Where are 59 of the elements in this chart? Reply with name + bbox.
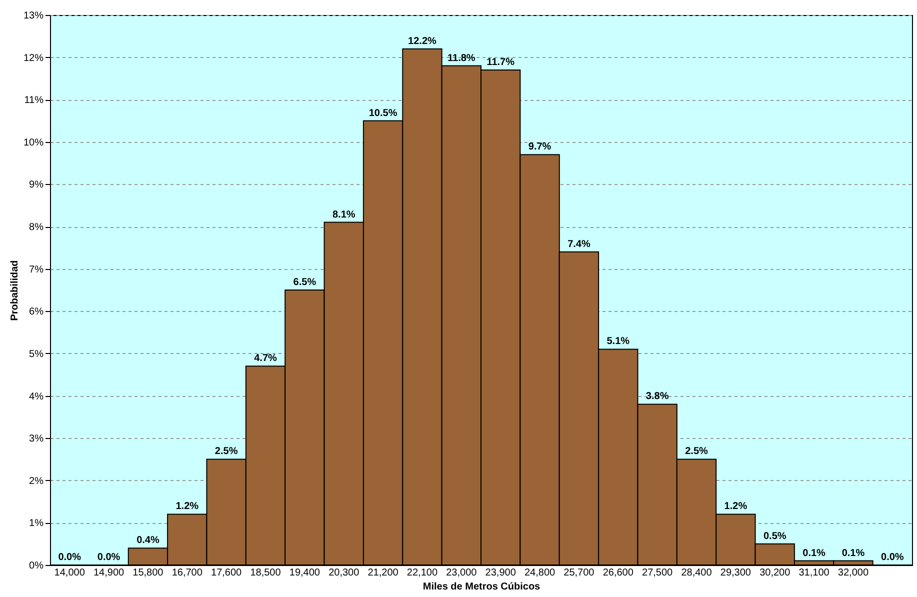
x-tick-label: 20,300 bbox=[328, 568, 360, 578]
data-label: 12.2% bbox=[408, 36, 437, 47]
y-tick-label: 11% bbox=[24, 95, 44, 106]
y-tick-label: 2% bbox=[29, 476, 44, 487]
x-axis-title: Miles de Metros Cúbicos bbox=[422, 582, 541, 592]
x-tick-label: 28,400 bbox=[681, 568, 712, 578]
x-tick-label: 15,800 bbox=[132, 568, 164, 578]
data-label: 0.1% bbox=[802, 548, 826, 559]
data-label: 11.7% bbox=[486, 57, 515, 68]
y-tick-label: 10% bbox=[23, 137, 44, 148]
data-label: 10.5% bbox=[368, 108, 398, 119]
x-tick-label: 19,400 bbox=[289, 568, 320, 578]
y-tick-label: 8% bbox=[29, 222, 44, 234]
data-label: 0.5% bbox=[763, 530, 786, 542]
x-tick-label: 16,700 bbox=[172, 568, 203, 578]
y-axis-title: Probabilidad bbox=[9, 260, 20, 321]
data-label: 9.7% bbox=[528, 142, 552, 153]
data-label: 0.1% bbox=[842, 548, 865, 559]
data-label: 1.2% bbox=[176, 501, 199, 512]
x-tick-label: 29,300 bbox=[720, 568, 752, 578]
data-label: 2.5% bbox=[214, 446, 238, 458]
x-tick-label: 17,600 bbox=[211, 568, 242, 578]
data-label: 0.0% bbox=[881, 552, 904, 563]
x-tick-label: 18,500 bbox=[250, 568, 282, 578]
y-tick-label: 9% bbox=[29, 180, 44, 191]
y-tick-label: 0% bbox=[29, 560, 44, 572]
data-label: 6.5% bbox=[293, 277, 316, 288]
data-label: 7.4% bbox=[568, 238, 590, 250]
y-tick-label: 1% bbox=[29, 518, 44, 530]
data-label: 8.1% bbox=[332, 209, 356, 220]
x-tick-label: 30,200 bbox=[760, 568, 791, 578]
x-tick-label: 31,100 bbox=[798, 568, 830, 578]
data-label: 0.0% bbox=[97, 552, 120, 563]
y-tick-label: 13% bbox=[23, 10, 44, 22]
x-tick-label: 14,000 bbox=[54, 568, 86, 578]
x-tick-label: 32,000 bbox=[838, 568, 869, 578]
y-tick-label: 3% bbox=[29, 434, 44, 445]
x-tick-label: 27,500 bbox=[642, 568, 674, 578]
data-label: 1.2% bbox=[724, 501, 748, 512]
y-tick-label: 12% bbox=[23, 52, 44, 64]
x-tick-label: 25,700 bbox=[564, 568, 595, 578]
x-tick-label: 21,200 bbox=[368, 568, 399, 578]
x-tick-label: 24,800 bbox=[524, 568, 556, 578]
data-label: 0.0% bbox=[58, 552, 82, 563]
data-label: 11.8% bbox=[448, 52, 476, 64]
data-label: 3.8% bbox=[646, 391, 669, 402]
data-label: 5.1% bbox=[606, 336, 630, 348]
y-tick-label: 4% bbox=[29, 391, 44, 402]
y-tick-label: 5% bbox=[29, 348, 44, 360]
x-tick-label: 26,600 bbox=[602, 568, 634, 578]
y-tick-label: 6% bbox=[29, 306, 44, 318]
x-tick-label: 22,100 bbox=[406, 568, 438, 578]
x-tick-label: 23,000 bbox=[446, 568, 478, 578]
y-tick-label: 7% bbox=[29, 264, 44, 276]
data-label: 4.7% bbox=[254, 353, 278, 364]
data-label: 0.4% bbox=[136, 535, 160, 546]
x-tick-label: 23,900 bbox=[485, 568, 516, 578]
data-label: 2.5% bbox=[685, 446, 708, 458]
x-tick-label: 14,900 bbox=[93, 568, 124, 578]
